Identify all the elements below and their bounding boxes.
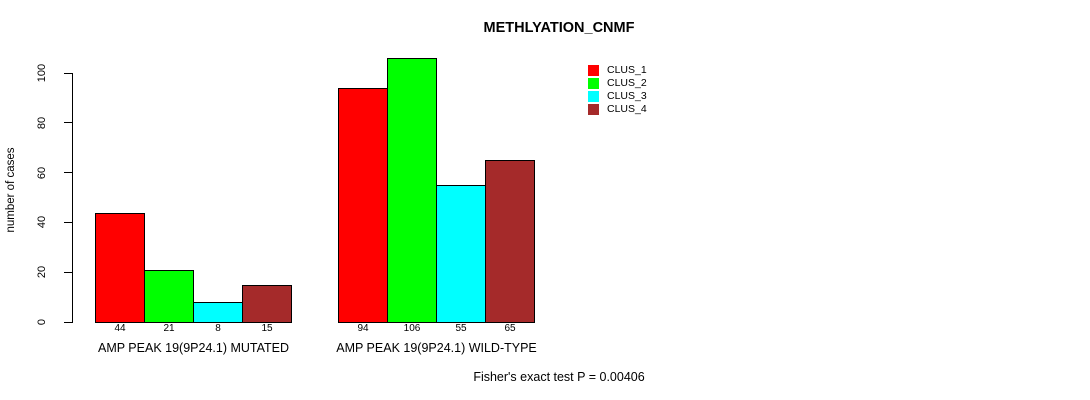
bar-clus_3-group2 (436, 185, 486, 323)
legend-swatch-icon (588, 91, 599, 102)
annotation-text: Fisher's exact test P = 0.00406 (473, 370, 645, 384)
bar-value-label: 55 (455, 323, 467, 334)
chart-title: METHLYATION_CNMF (483, 20, 635, 36)
bar-value-label: 44 (114, 323, 126, 334)
y-axis-line (72, 73, 73, 323)
legend-item-clus_2: CLUS_2 (588, 77, 647, 90)
legend-item-clus_1: CLUS_1 (588, 64, 647, 77)
legend-swatch-icon (588, 104, 599, 115)
bar-clus_2-group1 (144, 269, 194, 323)
bar-value-label: 15 (261, 323, 273, 334)
bar-value-label: 106 (403, 323, 421, 334)
y-tick-mark (64, 221, 72, 223)
legend-swatch-icon (588, 65, 599, 76)
y-tick-mark (64, 271, 72, 273)
legend-item-clus_4: CLUS_4 (588, 103, 647, 116)
bar-value-label: 8 (215, 323, 221, 334)
group-label: AMP PEAK 19(9P24.1) WILD-TYPE (336, 341, 537, 355)
bar-clus_2-group2 (387, 58, 437, 323)
bar-value-label: 94 (357, 323, 369, 334)
bar-clus_4-group2 (485, 160, 535, 323)
y-tick-label: 0 (36, 318, 48, 326)
y-tick-label: 100 (36, 64, 48, 83)
legend-item-clus_3: CLUS_3 (588, 90, 647, 103)
y-axis-label: number of cases (5, 147, 17, 233)
y-tick-label: 20 (36, 266, 48, 279)
legend-label: CLUS_1 (607, 64, 647, 76)
bar-clus_4-group1 (242, 284, 292, 323)
y-tick-mark (64, 122, 72, 124)
y-tick-label: 60 (36, 166, 48, 179)
bar-clus_3-group1 (193, 302, 243, 323)
group-label: AMP PEAK 19(9P24.1) MUTATED (97, 341, 290, 355)
y-tick-mark (64, 321, 72, 323)
bar-clus_1-group1 (95, 212, 145, 323)
y-tick-mark (64, 172, 72, 174)
y-tick-mark (64, 72, 72, 74)
legend-label: CLUS_4 (607, 103, 647, 115)
legend-swatch-icon (588, 78, 599, 89)
legend-label: CLUS_2 (607, 77, 647, 89)
y-tick-label: 40 (36, 216, 48, 229)
bar-value-label: 21 (163, 323, 175, 334)
bar-clus_1-group2 (338, 88, 388, 323)
legend: CLUS_1 CLUS_2 CLUS_3 CLUS_4 (588, 64, 647, 116)
bar-value-label: 65 (504, 323, 516, 334)
legend-label: CLUS_3 (607, 90, 647, 102)
y-tick-label: 80 (36, 116, 48, 130)
